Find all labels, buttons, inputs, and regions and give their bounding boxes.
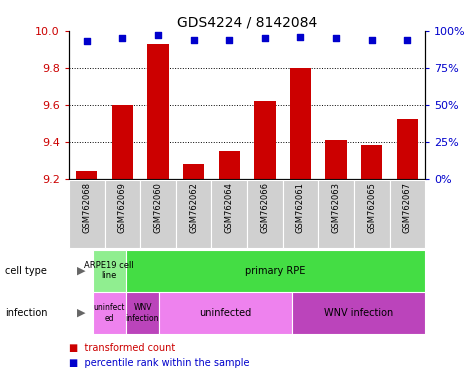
Text: WNV infection: WNV infection	[324, 308, 393, 318]
Text: ARPE19 cell
line: ARPE19 cell line	[85, 261, 134, 280]
FancyBboxPatch shape	[354, 180, 390, 248]
Text: ▶: ▶	[77, 266, 86, 276]
Bar	[112, 104, 133, 179]
FancyBboxPatch shape	[283, 180, 318, 248]
Title: GDS4224 / 8142084: GDS4224 / 8142084	[177, 16, 317, 30]
Text: GSM762068: GSM762068	[82, 182, 91, 233]
Text: ▶: ▶	[77, 308, 86, 318]
Text: infection: infection	[5, 308, 47, 318]
FancyBboxPatch shape	[159, 292, 292, 334]
Point	[261, 35, 269, 41]
Text: cell type: cell type	[5, 266, 47, 276]
FancyBboxPatch shape	[126, 292, 159, 334]
Bar	[397, 119, 418, 179]
FancyBboxPatch shape	[93, 250, 126, 292]
FancyBboxPatch shape	[93, 292, 126, 334]
Bar	[361, 145, 382, 179]
Bar	[76, 171, 97, 179]
FancyBboxPatch shape	[104, 180, 140, 248]
Point	[296, 33, 304, 40]
Point	[332, 35, 340, 41]
FancyBboxPatch shape	[390, 180, 425, 248]
FancyBboxPatch shape	[318, 180, 354, 248]
FancyBboxPatch shape	[211, 180, 247, 248]
Text: WNV
infection: WNV infection	[126, 303, 159, 323]
FancyBboxPatch shape	[247, 180, 283, 248]
Bar	[218, 151, 240, 179]
Text: GSM762060: GSM762060	[153, 182, 162, 233]
FancyBboxPatch shape	[292, 292, 425, 334]
Point	[190, 36, 198, 43]
Point	[154, 32, 162, 38]
Bar	[290, 68, 311, 179]
Text: ■  percentile rank within the sample: ■ percentile rank within the sample	[69, 358, 249, 368]
FancyBboxPatch shape	[176, 180, 211, 248]
Text: primary RPE: primary RPE	[245, 266, 306, 276]
Text: ■  transformed count: ■ transformed count	[69, 343, 175, 353]
Bar	[254, 101, 276, 179]
Text: GSM762069: GSM762069	[118, 182, 127, 233]
Bar	[183, 164, 204, 179]
Text: uninfect
ed: uninfect ed	[94, 303, 125, 323]
Bar	[147, 44, 169, 179]
Text: GSM762066: GSM762066	[260, 182, 269, 233]
Text: GSM762061: GSM762061	[296, 182, 305, 233]
Text: GSM762063: GSM762063	[332, 182, 341, 233]
FancyBboxPatch shape	[140, 180, 176, 248]
Point	[225, 36, 233, 43]
FancyBboxPatch shape	[126, 250, 425, 292]
Text: GSM762065: GSM762065	[367, 182, 376, 233]
FancyBboxPatch shape	[69, 180, 104, 248]
Text: GSM762067: GSM762067	[403, 182, 412, 233]
Point	[119, 35, 126, 41]
Point	[403, 36, 411, 43]
Point	[368, 36, 375, 43]
Text: uninfected: uninfected	[200, 308, 252, 318]
Text: GSM762062: GSM762062	[189, 182, 198, 233]
Bar	[325, 140, 347, 179]
Text: GSM762064: GSM762064	[225, 182, 234, 233]
Point	[83, 38, 90, 44]
